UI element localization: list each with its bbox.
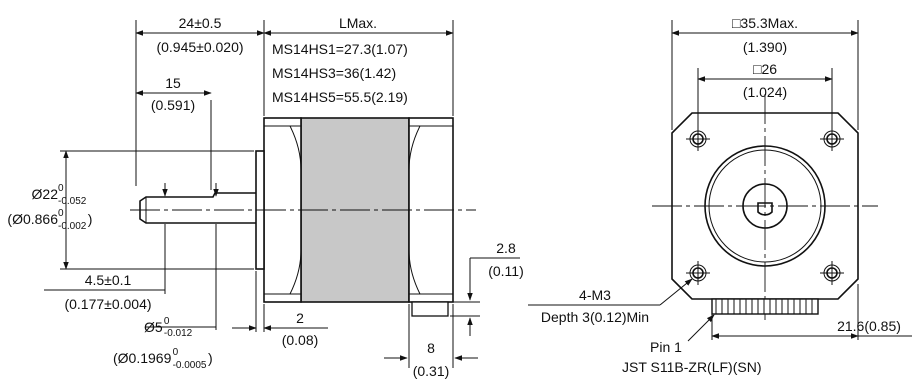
pilot-len-mm: 2 <box>296 310 304 326</box>
pilot-dia-in: (Ø0.866 <box>7 211 58 227</box>
frame-in: (1.390) <box>743 39 787 55</box>
end-len-mm: 8 <box>427 340 435 356</box>
pilot-dia-mm-lower: -0.052 <box>58 196 87 207</box>
shaft <box>139 192 256 224</box>
pin-label: Pin 1 <box>650 339 682 355</box>
thread-depth: Depth 3(0.12)Min <box>541 309 649 325</box>
shaft-dia-in-lower: -0.0005 <box>173 360 207 371</box>
shaft-dia-in: (Ø0.1969 <box>113 350 172 366</box>
pilot-dia-in-lower: -0.002 <box>58 221 87 232</box>
shaft-dia-mm: Ø5 <box>144 319 163 335</box>
mount-hole-tl <box>686 127 710 151</box>
length-row-1: MS14HS1=27.3(1.07) <box>272 41 408 57</box>
flat-len-mm: 15 <box>165 75 181 91</box>
hole-spacing-mm: □26 <box>753 61 777 77</box>
pilot-dia-in-upper: 0 <box>58 208 64 219</box>
shaft-dia-mm-upper: 0 <box>164 316 170 327</box>
shaft-dia-in-upper: 0 <box>173 347 179 358</box>
mount-hole-br <box>820 261 844 285</box>
pilot-dia-mm: Ø22 <box>32 186 59 202</box>
shaft-total-in: (0.945±0.020) <box>156 39 243 55</box>
shaft-dia-mm-lower: -0.012 <box>164 328 193 339</box>
hole-spacing-in: (1.024) <box>743 84 787 100</box>
shaft-total-mm: 24±0.5 <box>179 15 222 31</box>
connector-label: JST S11B-ZR(LF)(SN) <box>622 359 762 375</box>
thread-label: 4-M3 <box>579 287 611 303</box>
front-view: □35.3Max. (1.390) □26 (1.024) 4-M3 Depth… <box>528 15 912 375</box>
frame-mm: □35.3Max. <box>732 15 798 31</box>
mount-hole-tr <box>820 127 844 151</box>
flat-depth-mm: 4.5±0.1 <box>85 272 132 288</box>
flat-len-in: (0.591) <box>151 97 195 113</box>
length-row-2: MS14HS3=36(1.42) <box>272 65 396 81</box>
connector-offset: 21.6(0.85) <box>837 318 901 334</box>
pilot-len-in: (0.08) <box>282 332 319 348</box>
rear-connector <box>411 301 449 317</box>
end-len-in: (0.31) <box>413 363 450 379</box>
gap-in: (0.11) <box>488 263 524 279</box>
front-frame <box>671 112 859 300</box>
gap-mm: 2.8 <box>496 240 516 256</box>
mount-hole-bl <box>686 261 710 285</box>
side-view: 24±0.5 (0.945±0.020) LMax. MS14HS1=27.3(… <box>7 15 523 379</box>
length-label: LMax. <box>339 15 377 31</box>
flat-depth-in: (0.177±0.004) <box>64 296 151 312</box>
length-row-3: MS14HS5=55.5(2.19) <box>272 89 408 105</box>
connector <box>711 298 819 315</box>
pilot-dia-in-close: ) <box>88 211 93 227</box>
shaft-end <box>757 202 773 216</box>
shaft-dia-in-close: ) <box>208 350 213 366</box>
pilot-dia-mm-upper: 0 <box>58 183 64 194</box>
